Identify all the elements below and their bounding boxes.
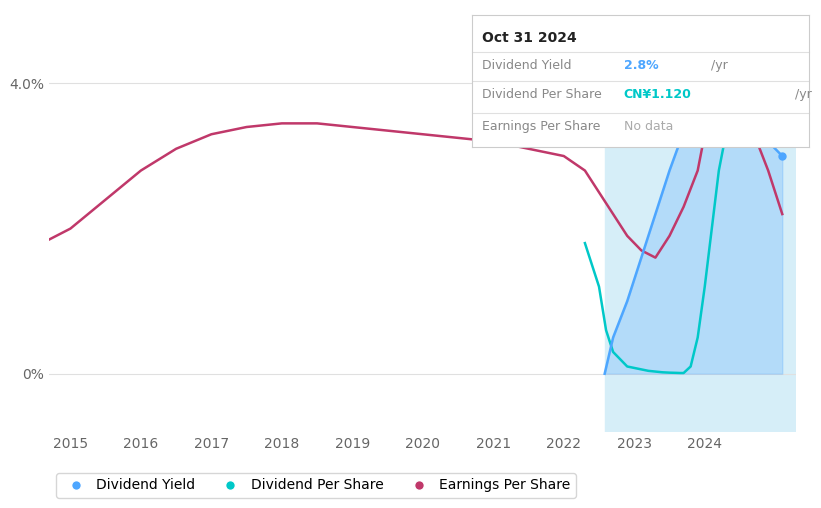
Text: Oct 31 2024: Oct 31 2024 [482, 31, 577, 45]
Text: 2.8%: 2.8% [624, 59, 658, 72]
Text: Dividend Yield: Dividend Yield [482, 59, 571, 72]
Text: No data: No data [624, 120, 673, 133]
Text: Dividend Per Share: Dividend Per Share [482, 88, 602, 101]
Text: /yr: /yr [707, 59, 727, 72]
Text: Past: Past [751, 45, 777, 58]
Legend: Dividend Yield, Dividend Per Share, Earnings Per Share: Dividend Yield, Dividend Per Share, Earn… [56, 473, 576, 498]
Bar [604, 25, 796, 432]
Text: /yr: /yr [791, 88, 811, 101]
Text: CN¥1.120: CN¥1.120 [624, 88, 691, 101]
Text: Earnings Per Share: Earnings Per Share [482, 120, 600, 133]
